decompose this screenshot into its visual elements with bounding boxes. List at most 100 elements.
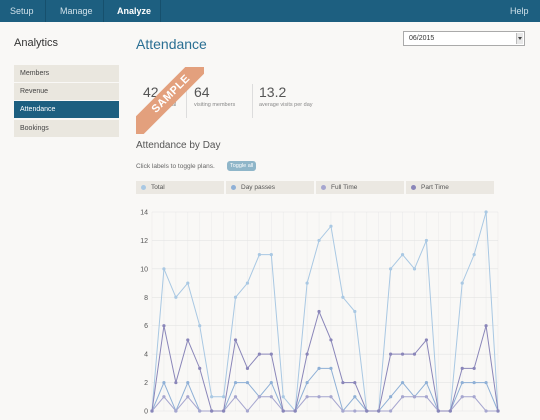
sidebar-item-attendance[interactable]: Attendance — [14, 101, 119, 118]
data-point — [341, 380, 345, 385]
data-point — [329, 224, 333, 228]
series-line-part-time — [151, 309, 499, 412]
data-point — [341, 409, 345, 413]
sidebar-title: Analytics — [14, 37, 59, 49]
data-point — [233, 395, 238, 399]
data-point — [305, 380, 309, 385]
data-point — [377, 409, 381, 413]
series-line-total — [151, 211, 499, 413]
data-point — [484, 380, 488, 385]
data-point — [221, 409, 226, 413]
data-point — [281, 409, 285, 413]
data-point — [412, 395, 417, 399]
legend-item-full-time[interactable]: Full Time — [316, 181, 404, 194]
data-point — [496, 409, 500, 413]
data-point — [472, 380, 476, 385]
data-point — [233, 338, 238, 342]
stat-divider — [252, 84, 253, 118]
sidebar-item-members[interactable]: Members — [14, 65, 119, 82]
data-point — [317, 238, 321, 243]
data-point — [389, 352, 393, 356]
data-point — [412, 352, 417, 356]
data-point — [245, 366, 250, 370]
help-link[interactable]: Help — [510, 6, 529, 16]
data-point — [436, 409, 440, 413]
tab-setup[interactable]: Setup — [10, 6, 34, 16]
sidebar-item-revenue[interactable]: Revenue — [14, 83, 119, 100]
data-point — [186, 281, 190, 285]
data-point — [484, 409, 488, 413]
data-point — [162, 380, 166, 385]
y-tick-label: 4 — [144, 352, 148, 359]
sample-ribbon-text: SAMPLE — [136, 67, 204, 134]
tab-divider — [103, 0, 104, 22]
data-point — [293, 409, 297, 413]
section-title: Attendance by Day — [136, 140, 221, 151]
data-point — [210, 409, 214, 413]
data-point — [233, 295, 238, 299]
toggle-all-button[interactable]: Toggle all — [227, 161, 257, 171]
sidebar-item-bookings[interactable]: Bookings — [14, 120, 119, 137]
data-point — [269, 253, 273, 257]
data-point — [389, 409, 393, 413]
data-point — [400, 395, 405, 399]
data-point — [484, 210, 488, 214]
data-point — [365, 409, 369, 413]
tab-divider — [45, 0, 46, 22]
legend-item-day-passes[interactable]: Day passes — [226, 181, 314, 194]
legend-label: Part Time — [421, 184, 449, 191]
data-point — [198, 324, 202, 328]
legend-label: Total — [151, 184, 165, 191]
data-point — [233, 380, 238, 385]
stat-visiting-value: 64 — [194, 84, 210, 100]
data-point — [317, 395, 321, 399]
data-point — [305, 352, 309, 356]
top-nav-bar: Setup Manage Analyze Help — [0, 0, 540, 22]
legend-label: Full Time — [331, 184, 358, 191]
data-point — [329, 338, 333, 342]
tab-analyze[interactable]: Analyze — [117, 6, 152, 16]
data-point — [484, 324, 488, 328]
data-point — [305, 395, 309, 399]
data-point — [162, 267, 166, 271]
y-tick-label: 2 — [144, 380, 148, 387]
y-tick-label: 8 — [144, 295, 148, 302]
data-point — [257, 395, 261, 399]
data-point — [245, 409, 250, 413]
data-point — [400, 352, 405, 356]
data-point — [221, 395, 226, 399]
month-select-value: 06/2015 — [409, 35, 435, 42]
tab-divider — [160, 0, 161, 22]
legend-label: Day passes — [241, 184, 275, 191]
y-tick-label: 14 — [140, 210, 148, 217]
data-point — [317, 366, 321, 370]
data-point — [472, 366, 476, 370]
legend-item-total[interactable]: Total — [136, 181, 224, 194]
data-point — [389, 267, 393, 271]
data-point — [162, 324, 166, 328]
y-tick-label: 6 — [144, 323, 148, 330]
stat-average-label: average visits per day — [259, 102, 313, 108]
data-point — [353, 309, 357, 314]
tab-manage[interactable]: Manage — [60, 6, 93, 16]
toggle-hint: Click labels to toggle plans. — [136, 163, 215, 170]
data-point — [245, 380, 250, 385]
data-point — [245, 281, 250, 285]
series-line-day-passes — [151, 367, 499, 413]
data-point — [353, 395, 357, 399]
legend-dot — [321, 185, 326, 190]
data-point — [162, 395, 166, 399]
data-point — [353, 409, 357, 413]
data-point — [150, 409, 154, 413]
data-point — [317, 309, 321, 314]
data-point — [424, 395, 429, 399]
legend-dot — [411, 185, 416, 190]
data-point — [186, 380, 190, 385]
chevron-down-icon — [516, 33, 523, 44]
data-point — [281, 395, 285, 399]
month-select[interactable]: 06/2015 — [403, 31, 525, 46]
series-line-full-time — [151, 396, 498, 412]
legend-item-part-time[interactable]: Part Time — [406, 181, 494, 194]
data-point — [460, 281, 464, 285]
sample-ribbon: SAMPLE — [136, 67, 204, 134]
